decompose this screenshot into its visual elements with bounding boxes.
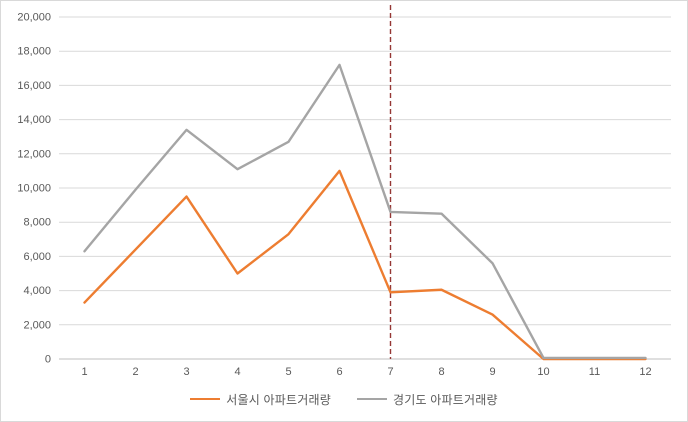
x-tick-label: 1 bbox=[81, 366, 87, 378]
x-tick-label: 7 bbox=[387, 366, 393, 378]
x-tick-label: 2 bbox=[132, 366, 138, 378]
y-tick-label: 20,000 bbox=[17, 12, 51, 24]
x-tick-label: 5 bbox=[285, 366, 291, 378]
legend-item-seoul[interactable]: 서울시 아파트거래량 bbox=[190, 391, 331, 408]
x-tick-label: 11 bbox=[589, 366, 600, 378]
y-tick-label: 4,000 bbox=[23, 285, 51, 297]
y-tick-label: 8,000 bbox=[23, 217, 51, 229]
legend-line-marker-gyeonggi bbox=[357, 397, 387, 401]
plot-area: 0 2,000 4,000 6,000 8,000 10,000 12,000 14,000 1… bbox=[17, 5, 671, 378]
y-tick-label: 0 bbox=[45, 354, 51, 366]
legend-item-gyeonggi[interactable]: 경기도 아파트거래량 bbox=[357, 391, 498, 408]
y-tick-label: 10,000 bbox=[17, 183, 51, 195]
x-tick-label: 12 bbox=[639, 366, 651, 378]
y-tick-label: 12,000 bbox=[17, 148, 51, 160]
chart-legend: 서울시 아파트거래량 경기도 아파트거래량 bbox=[1, 385, 687, 413]
legend-label-seoul: 서울시 아파트거래량 bbox=[226, 392, 331, 407]
x-tick-label: 6 bbox=[336, 366, 342, 378]
x-tick-label: 8 bbox=[438, 366, 444, 378]
y-tick-label: 14,000 bbox=[17, 114, 51, 126]
legend-line-marker-seoul bbox=[190, 397, 221, 401]
x-tick-label: 9 bbox=[489, 366, 495, 378]
series-line-1 bbox=[83, 63, 647, 360]
x-tick-label: 4 bbox=[234, 366, 240, 378]
y-tick-label: 18,000 bbox=[17, 46, 51, 58]
x-tick-label: 10 bbox=[537, 366, 549, 378]
x-tick-label: 3 bbox=[183, 366, 189, 378]
y-tick-label: 16,000 bbox=[17, 80, 51, 92]
y-tick-label: 6,000 bbox=[23, 251, 51, 263]
legend-label-gyeonggi: 경기도 아파트거래량 bbox=[393, 392, 498, 407]
series-line-0 bbox=[83, 169, 647, 361]
y-tick-label: 2,000 bbox=[23, 319, 51, 331]
